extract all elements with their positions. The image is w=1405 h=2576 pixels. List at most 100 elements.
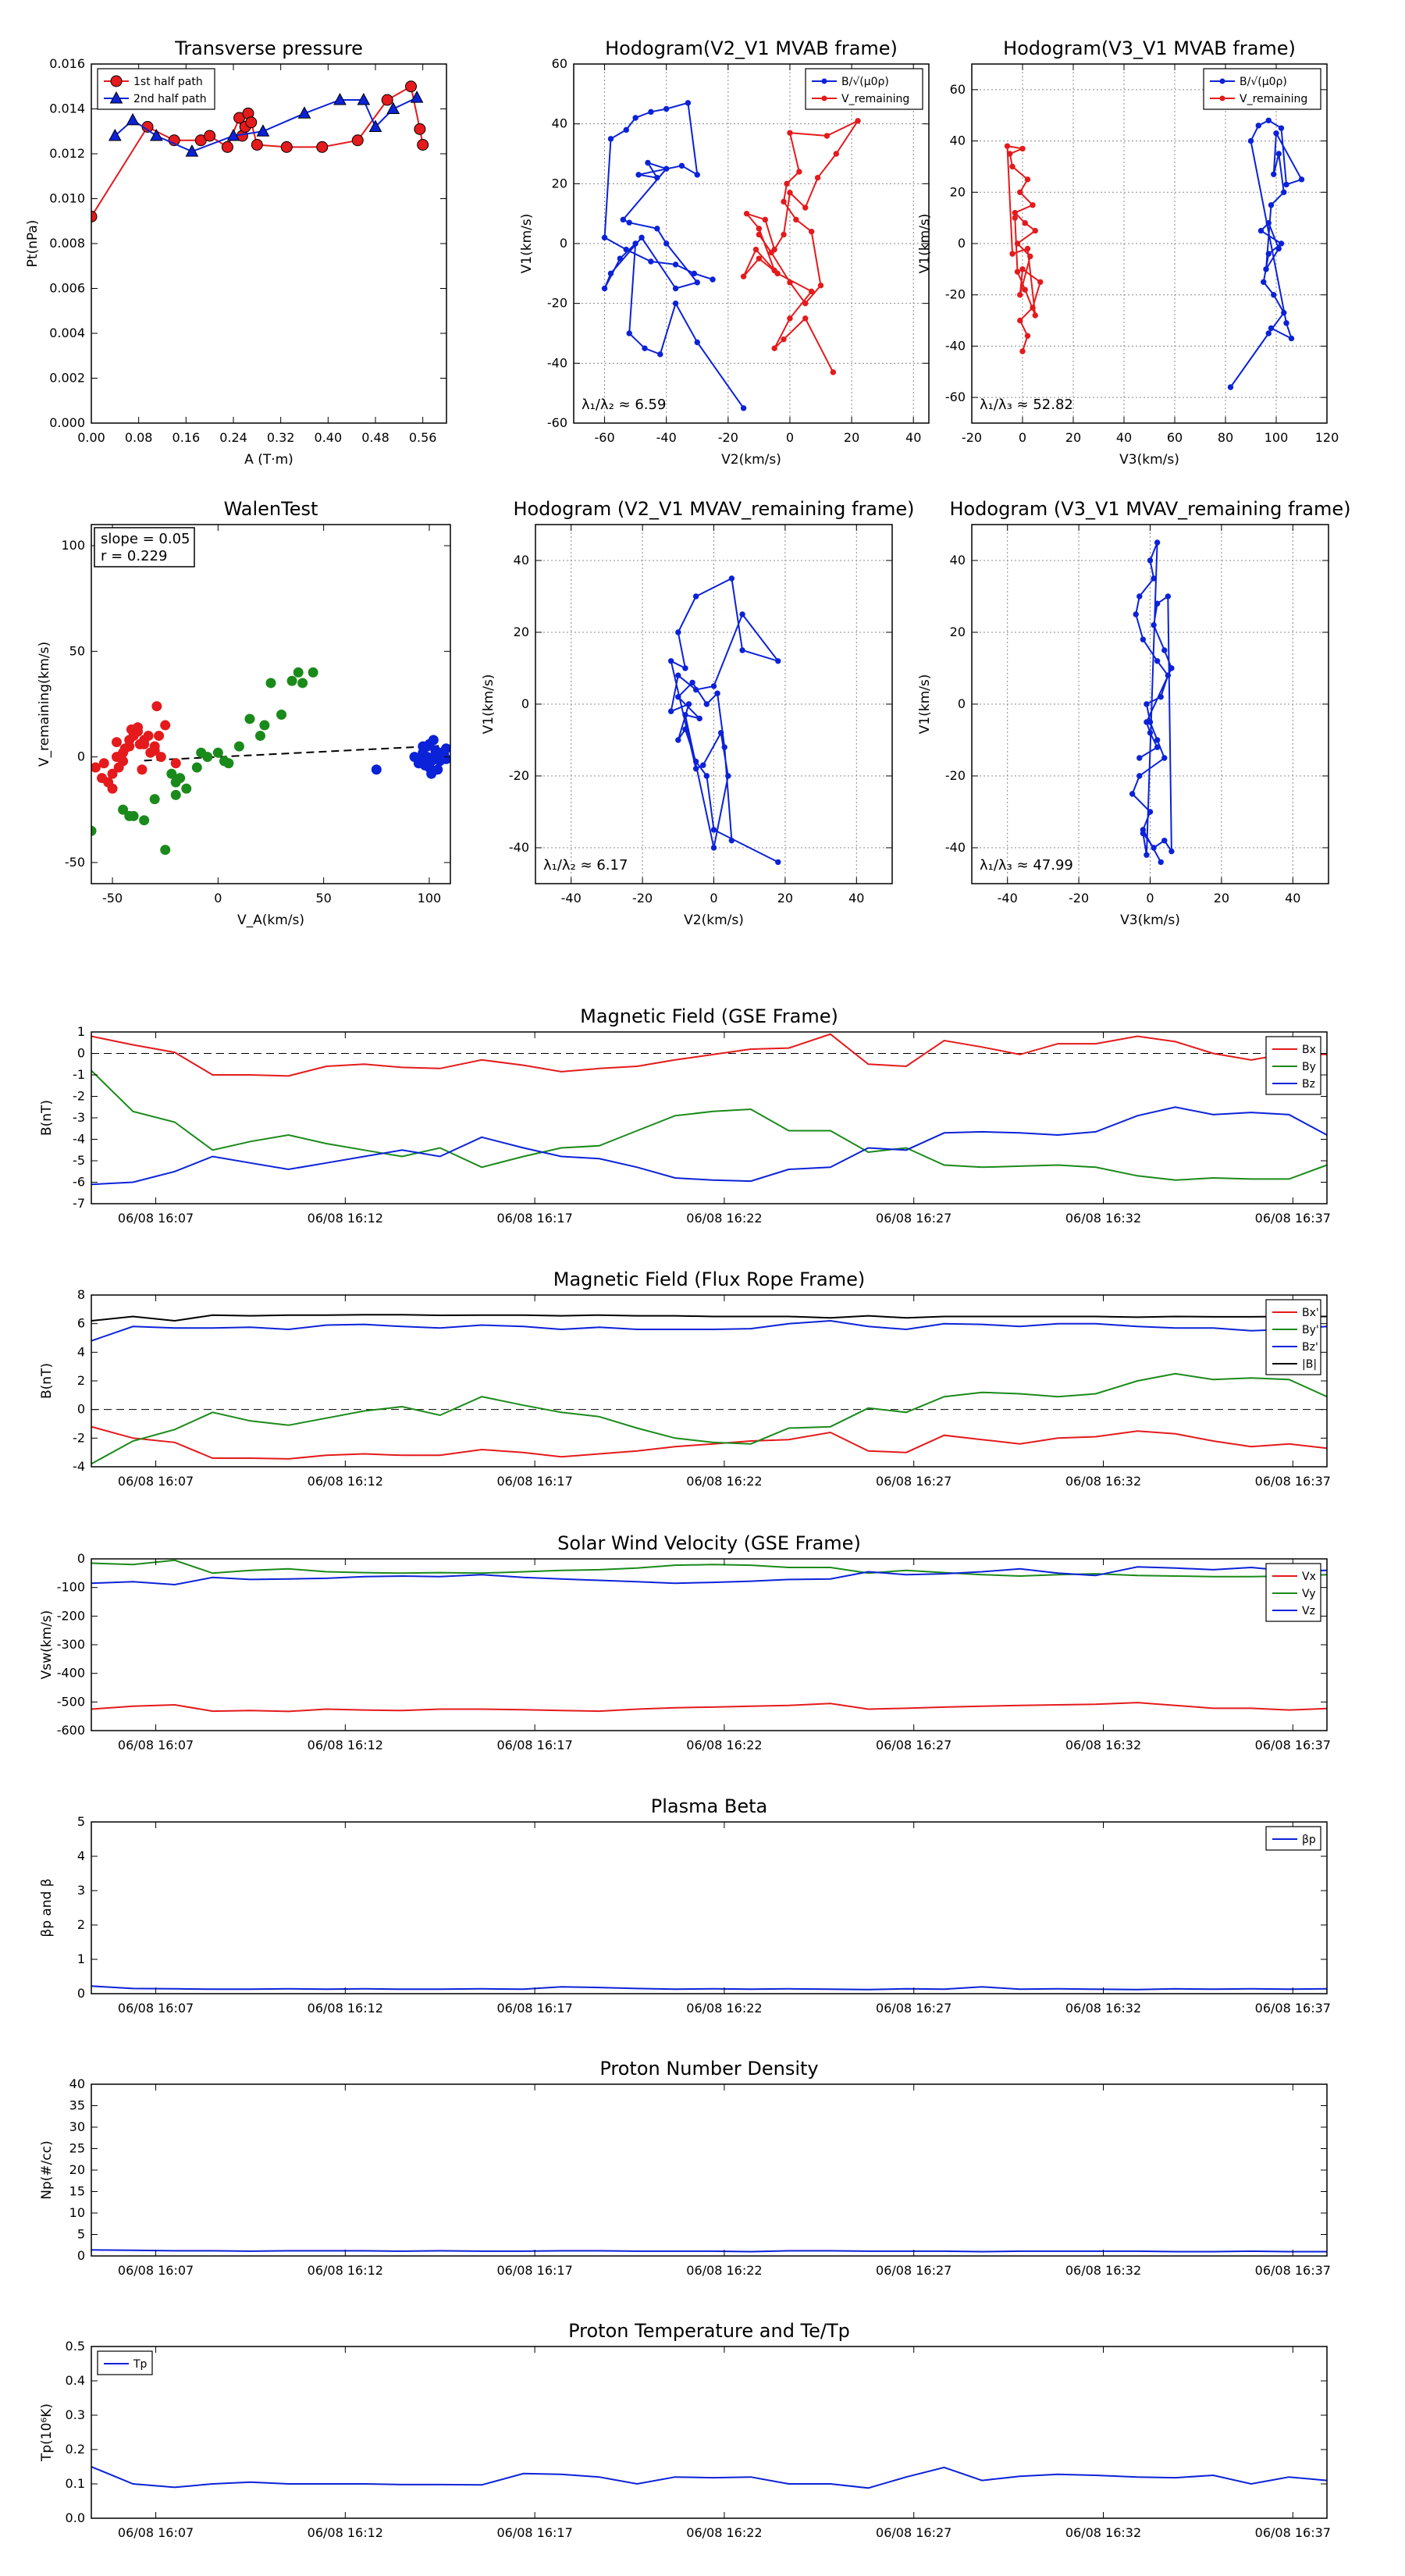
x-tick-label: 20 [1214,891,1229,906]
data-point [808,228,815,235]
series-line-0 [670,577,781,863]
data-point [700,762,706,768]
chart-ts6: 06/08 16:07 06/08 16:12 06/08 16:17 06/08 1… [39,2320,1331,2540]
data-point [855,118,861,124]
y-tick-label: -200 [57,1608,85,1623]
data-point [635,172,642,178]
data-point [430,745,441,756]
data-point [1154,737,1161,743]
x-tick-label: -20 [1069,891,1089,906]
legend-label: V_remaining [841,93,909,105]
x-tick-label: 06/08 16:27 [876,2001,951,2016]
stats-text: r = 0.229 [101,548,167,564]
series-line-0 [91,1033,1327,1077]
y-tick-label: -500 [57,1694,85,1709]
x-tick-label: 06/08 16:07 [118,1211,194,1226]
data-point [648,258,654,265]
x-tick-label: 06/08 16:37 [1255,2001,1331,2016]
y-tick-label: 0 [77,1402,85,1417]
data-point [1136,755,1143,761]
series-line-0 [603,101,745,409]
x-axis-label: V3(km/s) [1119,452,1179,468]
data-point [740,405,747,411]
chart-walen: -50 0 50 100 -50 0 50 100 WalenTest V_A(km/s) V_re… [37,498,451,928]
data-point [1024,176,1031,183]
x-tick-label: 06/08 16:22 [686,2525,762,2540]
data-point [648,109,654,116]
data-point [1140,830,1147,837]
data-point [170,789,181,800]
x-tick-label: 06/08 16:12 [308,1738,383,1752]
y-axis-label: V1(km/s) [519,214,535,274]
ratio-annotation: λ₁/λ₂ ≈ 6.17 [543,857,628,873]
y-axis-label: V_remaining(km/s) [37,642,52,767]
series-line-1 [91,1372,1327,1465]
plot-frame [91,1031,1328,1204]
data-point [1263,266,1269,272]
data-point [1004,143,1011,149]
chart-title: Hodogram(V3_V1 MVAB frame) [1003,37,1296,59]
data-point [1261,279,1267,285]
ratio-annotation: λ₁/λ₃ ≈ 52.82 [980,397,1073,413]
x-axis-label: V_A(km/s) [237,913,304,928]
plot-frame [535,524,893,884]
data-point [410,91,424,103]
legend-box [805,68,923,110]
x-tick-label: 06/08 16:32 [1065,2525,1141,2540]
x-axis-label: V2(km/s) [721,452,781,468]
data-point [1136,593,1143,600]
data-point [175,773,186,784]
y-axis-label: V1(km/s) [917,674,933,735]
data-point [694,279,700,286]
y-tick-label: 0 [958,696,966,711]
plot-frame [91,1558,1328,1731]
x-tick-label: 06/08 16:12 [308,1474,383,1489]
data-point [802,315,809,322]
y-tick-label: -600 [57,1723,85,1738]
x-tick-label: 06/08 16:07 [118,2525,194,2540]
y-tick-label: -20 [945,287,966,302]
y-tick-label: 0.002 [49,371,85,386]
data-point [1257,227,1264,234]
chart-title: Plasma Beta [651,1795,767,1817]
data-point [728,575,735,582]
x-tick-label: 06/08 16:17 [496,1738,572,1752]
data-point [675,737,681,743]
data-point [1140,636,1147,642]
y-tick-label: 2 [77,1917,85,1932]
y-tick-label: 0.012 [49,146,85,161]
x-tick-label: 0 [1019,430,1026,445]
data-point [126,112,140,126]
x-tick-label: -20 [718,430,738,445]
y-axis-label: Np(#/cc) [39,2140,55,2199]
y-tick-label: 10 [69,2205,85,2220]
x-tick-label: 0.00 [77,430,105,445]
data-point [781,198,787,205]
x-tick-label: 0.40 [315,430,343,445]
data-point [752,246,759,253]
y-tick-label: 0 [77,1046,85,1061]
x-tick-label: 06/08 16:37 [1255,1738,1331,1752]
y-tick-label: 3 [77,1883,85,1898]
data-point [1281,310,1287,316]
data-point [1022,220,1028,226]
data-point [1154,658,1161,664]
y-tick-label: 0.006 [49,281,85,296]
y-tick-label: 40 [514,553,529,568]
data-point [426,756,437,767]
data-point [696,715,702,722]
series-line-0 [1131,542,1172,863]
legend-label: Vz [1302,1605,1315,1617]
plot-frame [573,63,930,424]
data-point [1009,163,1016,170]
data-point [654,226,660,232]
y-tick-label: 0.010 [49,191,85,206]
y-tick-label: -40 [547,355,567,370]
plot-frame [91,1821,1328,1994]
data-point [256,124,270,137]
data-point [802,205,809,211]
y-tick-label: 0.016 [49,56,85,71]
y-tick-label: -20 [509,768,529,783]
data-point [333,92,347,105]
y-tick-label: 25 [69,2141,85,2156]
